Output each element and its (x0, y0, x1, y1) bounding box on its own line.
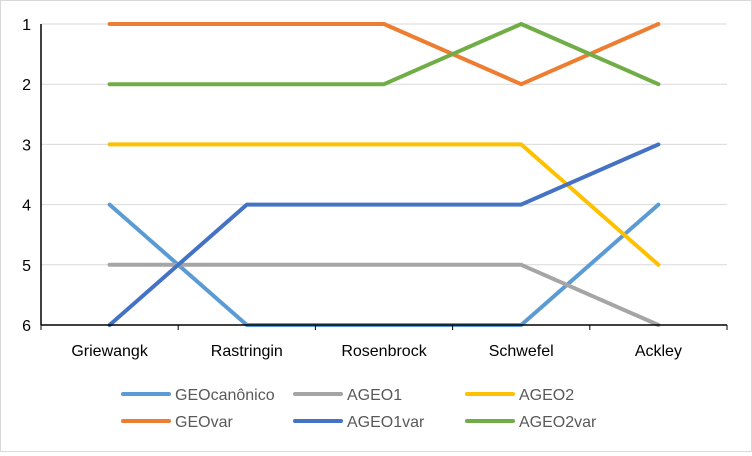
series-line-ageo1var (107, 142, 661, 327)
x-tick-label-griewangk: Griewangk (71, 343, 148, 360)
x-tick-label-rosenbrock: Rosenbrock (341, 343, 427, 360)
legend-label-ageo2: AGEO2 (519, 387, 574, 404)
x-tick-label-rastringin: Rastringin (211, 343, 283, 360)
legend-label-ageo1: AGEO1 (347, 387, 402, 404)
series-line-ageo1 (107, 262, 661, 327)
y-tick-label-3: 3 (22, 137, 31, 154)
x-tick-labels: Griewangk Rastringin Rosenbrock Schwefel Ack… (71, 343, 682, 360)
y-tick-label-1: 1 (22, 17, 31, 34)
y-tick-labels: 1 2 3 4 5 6 (22, 17, 31, 335)
legend: GEOcanônico AGEO1 AGEO2 GEOvar AGEO1var AGEO2… (121, 387, 597, 431)
legend-label-ageo2var: AGEO2var (519, 414, 597, 431)
legend-label-geovar: GEOvar (175, 414, 233, 431)
y-tick-label-4: 4 (22, 198, 31, 215)
y-tick-label-5: 5 (22, 258, 31, 275)
y-tick-label-6: 6 (22, 318, 31, 335)
legend-label-ageo1var: AGEO1var (347, 414, 425, 431)
y-tick-label-2: 2 (22, 77, 31, 94)
axes (40, 24, 728, 330)
series-line-geovar (107, 22, 661, 87)
x-tick-label-ackley: Ackley (635, 343, 682, 360)
legend-label-geocanônico: GEOcanônico (175, 387, 275, 404)
series-line-ageo2var (107, 22, 661, 87)
x-tick-label-schwefel: Schwefel (489, 343, 554, 360)
series-lines (107, 22, 661, 327)
